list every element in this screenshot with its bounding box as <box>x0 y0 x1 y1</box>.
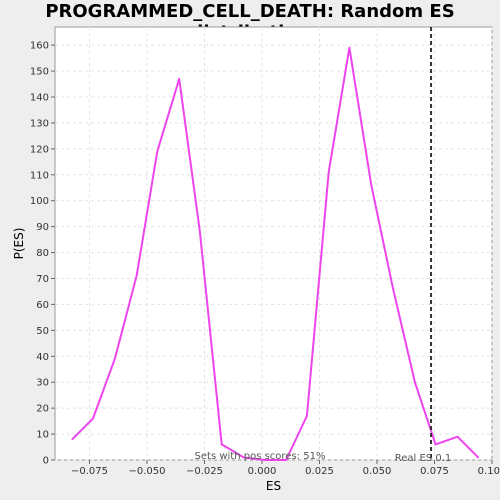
x-axis-title: ES <box>266 479 281 493</box>
axes: 0 10 20 30 40 50 60 70 80 90 100 110 120 130 140 150 160… <box>30 41 500 477</box>
y-tick-label: 100 <box>30 196 49 207</box>
es-distribution-line <box>71 46 479 461</box>
y-tick-label: 70 <box>36 274 49 285</box>
x-tick-label: 0.050 <box>363 466 392 477</box>
y-axis-title: P(ES) <box>12 228 26 260</box>
y-tick-label: 160 <box>30 41 49 52</box>
data-point <box>392 288 394 290</box>
data-point <box>156 150 159 153</box>
data-point <box>348 46 351 49</box>
x-tick-label: 0.025 <box>305 466 334 477</box>
y-tick-label: 50 <box>36 326 49 337</box>
y-tick-label: 30 <box>36 378 49 389</box>
data-point <box>114 358 116 360</box>
y-tick-label: 130 <box>30 118 49 129</box>
x-tick-label: −0.075 <box>71 466 108 477</box>
data-point <box>263 459 266 461</box>
data-point <box>220 443 223 446</box>
y-tick-label: 10 <box>36 430 49 441</box>
y-tick-label: 60 <box>36 300 49 311</box>
data-point <box>414 381 416 384</box>
data-point <box>456 435 459 438</box>
data-point <box>306 415 308 417</box>
data-point <box>71 438 74 441</box>
data-point <box>370 184 373 186</box>
data-point <box>285 459 287 461</box>
y-tick-label: 80 <box>36 248 49 259</box>
y-tick-label: 120 <box>30 144 49 155</box>
plot-area <box>54 26 493 461</box>
y-tick-label: 110 <box>30 170 49 181</box>
data-point <box>434 443 437 446</box>
y-tick-label: 20 <box>36 404 49 415</box>
y-tick-label: 0 <box>43 456 49 467</box>
data-point <box>327 171 330 173</box>
real-es-note: Real ES 0.1 <box>395 453 451 464</box>
data-point <box>477 456 480 459</box>
data-point <box>92 417 94 420</box>
x-tick-label: 0.000 <box>248 466 277 477</box>
x-tick-label: −0.025 <box>186 466 223 477</box>
grid <box>55 27 493 461</box>
data-point <box>135 275 138 277</box>
x-tick-label: 0.075 <box>420 466 449 477</box>
x-tick-label: 0.100 <box>478 466 500 477</box>
x-tick-label: −0.050 <box>128 466 165 477</box>
data-point <box>199 231 201 233</box>
series-layer <box>71 46 480 461</box>
pos-scores-note: Sets with pos scores: 51% <box>195 451 326 462</box>
y-tick-label: 40 <box>36 352 49 363</box>
data-point <box>242 456 245 459</box>
y-tick-label: 150 <box>30 67 49 78</box>
data-point <box>178 78 180 80</box>
y-tick-label: 140 <box>30 93 49 104</box>
y-tick-label: 90 <box>36 222 49 233</box>
